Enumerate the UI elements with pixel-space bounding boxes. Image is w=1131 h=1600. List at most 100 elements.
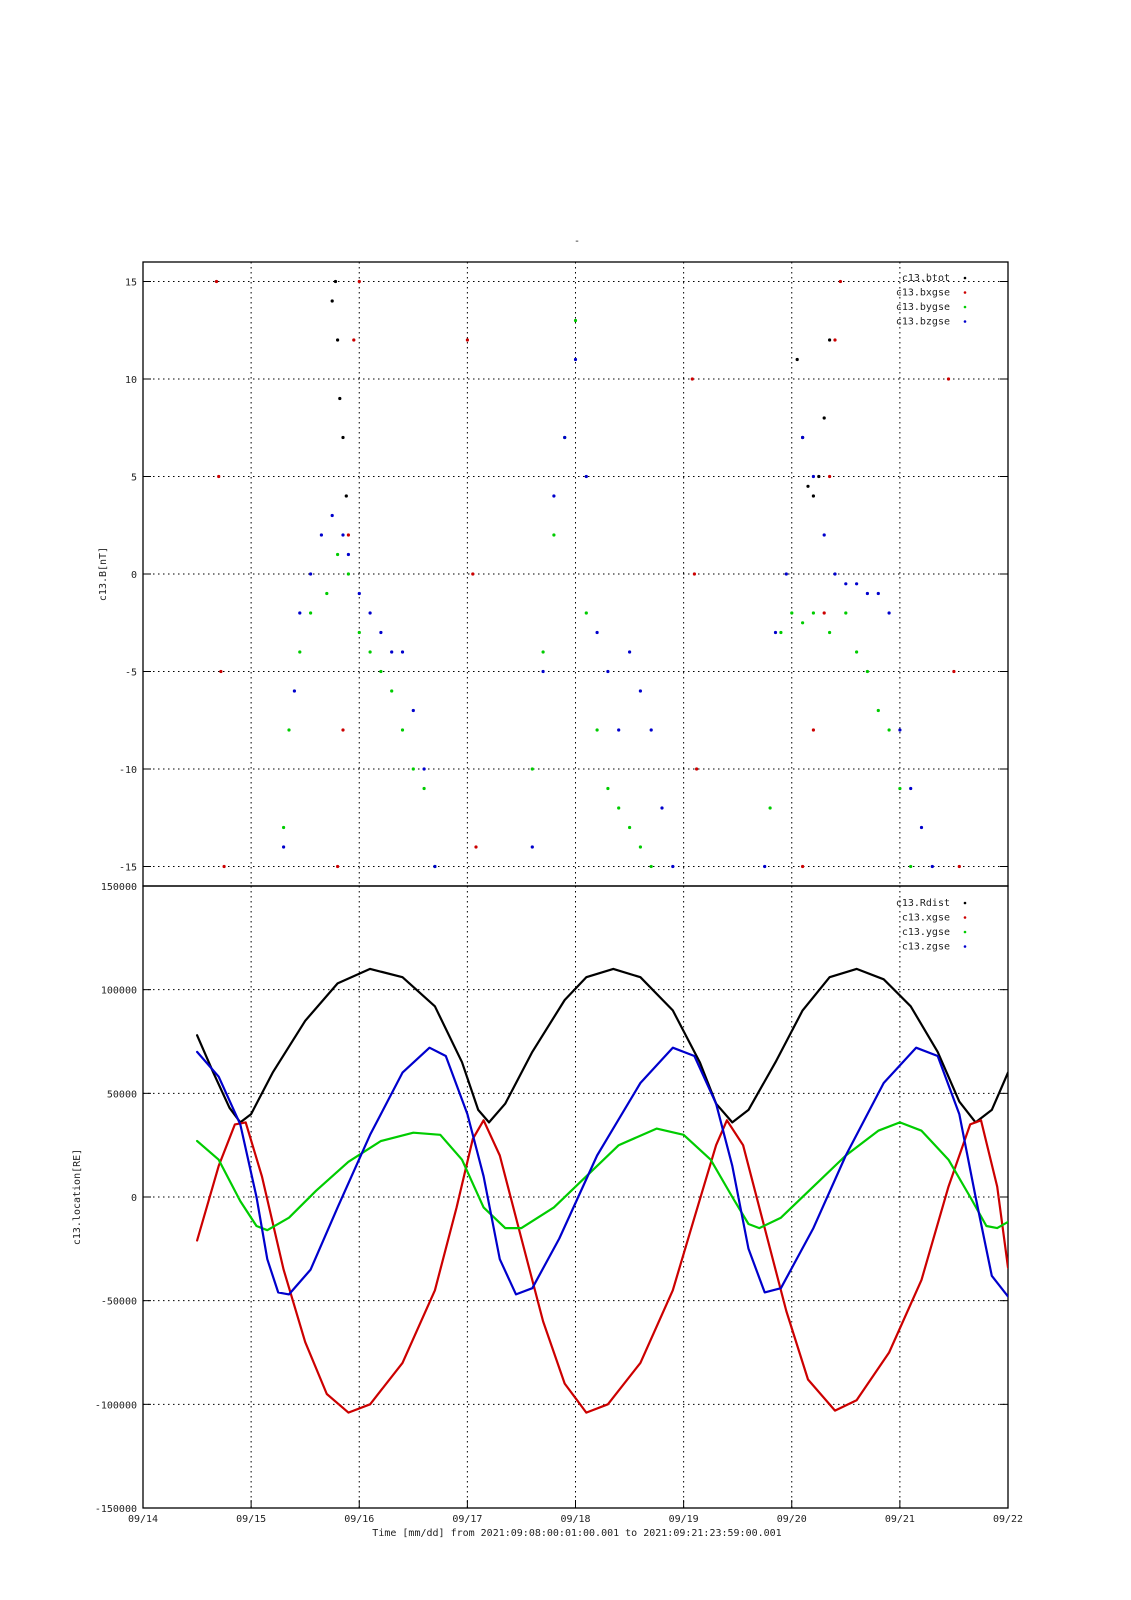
- data-point: [833, 572, 837, 576]
- data-point: [584, 611, 588, 615]
- data-point: [400, 728, 405, 732]
- y-axis-title: c13.B[nT]: [98, 547, 109, 601]
- data-point: [876, 591, 880, 596]
- data-point: [833, 338, 837, 342]
- data-point: [844, 582, 848, 586]
- data-point: [341, 728, 345, 732]
- data-point: [422, 767, 426, 771]
- series-points-c13-btot: [330, 279, 832, 498]
- x-tick-label: 09/22: [993, 1514, 1023, 1525]
- legend-marker: [963, 945, 967, 948]
- data-point: [357, 630, 361, 635]
- series-points-c13-bzgse: [282, 357, 934, 869]
- data-point: [811, 494, 816, 498]
- data-point: [909, 786, 913, 791]
- y-tick-label: 5: [131, 473, 137, 484]
- data-point: [855, 650, 859, 654]
- data-point: [222, 864, 226, 869]
- data-point: [573, 318, 578, 323]
- y-tick-label: 50000: [107, 1089, 137, 1100]
- data-point: [287, 728, 291, 732]
- data-point: [855, 582, 859, 586]
- data-point: [309, 611, 313, 615]
- data-point: [768, 806, 772, 810]
- data-point: [811, 728, 816, 732]
- legend-marker: [963, 291, 967, 294]
- legend-label: c13.ygse: [902, 927, 950, 938]
- legend-marker: [963, 276, 967, 280]
- legend-marker: [963, 916, 967, 919]
- data-point: [298, 650, 302, 654]
- data-point: [292, 689, 296, 693]
- data-point: [552, 494, 556, 498]
- legend-label: c13.bygse: [896, 302, 950, 313]
- y-tick-label: -50000: [101, 1297, 137, 1308]
- data-point: [817, 474, 821, 479]
- data-point: [930, 864, 934, 869]
- data-point: [795, 357, 799, 362]
- data-point: [333, 279, 338, 284]
- data-point: [617, 806, 621, 810]
- series-line-c13-ygse: [196, 1121, 1008, 1232]
- data-point: [898, 728, 902, 732]
- y-tick-label: 100000: [101, 986, 137, 997]
- data-point: [282, 825, 286, 830]
- x-axis-title: Time [mm/dd] from 2021:09:08:00:01:00.00…: [372, 1528, 781, 1539]
- data-point: [379, 669, 383, 674]
- data-point: [811, 611, 816, 615]
- legend-marker: [963, 930, 967, 934]
- data-point: [595, 630, 599, 635]
- x-tick-label: 09/14: [128, 1514, 158, 1525]
- y-tick-label: -10: [119, 765, 137, 776]
- data-point: [628, 650, 632, 654]
- y-tick-label: 0: [131, 1193, 137, 1204]
- x-tick-label: 09/20: [777, 1514, 807, 1525]
- data-point: [638, 845, 643, 849]
- data-point: [779, 630, 783, 635]
- data-point: [346, 552, 350, 557]
- data-point: [909, 864, 913, 869]
- data-point: [573, 357, 578, 362]
- data-point: [219, 669, 223, 674]
- data-point: [806, 484, 810, 488]
- data-point: [465, 338, 469, 342]
- data-point: [309, 572, 313, 576]
- data-point: [801, 435, 805, 440]
- data-point: [390, 689, 394, 693]
- data-point: [411, 708, 415, 713]
- data-point: [357, 591, 361, 596]
- data-point: [690, 377, 694, 381]
- magnetic-field-panel: -15 -10 -5 0 5 10 15 c13.B[nT] c13.btot c13.bxgse…: [98, 261, 1009, 887]
- x-tick-label: 09/21: [885, 1514, 915, 1525]
- data-point: [606, 669, 610, 674]
- x-tick-label: 09/19: [669, 1514, 699, 1525]
- data-point: [692, 572, 697, 576]
- data-point: [338, 396, 342, 401]
- data-point: [898, 786, 902, 791]
- data-point: [844, 611, 848, 615]
- series-points-c13-bxgse: [214, 279, 961, 869]
- y-tick-label: -100000: [95, 1400, 137, 1411]
- data-point: [838, 279, 843, 284]
- data-point: [828, 338, 832, 342]
- data-point: [763, 864, 767, 869]
- data-point: [952, 669, 956, 674]
- series-line-c13-xgse: [196, 1119, 1008, 1414]
- data-point: [346, 572, 350, 576]
- data-point: [400, 650, 405, 654]
- data-point: [876, 708, 880, 713]
- data-point: [822, 611, 826, 615]
- data-point: [584, 474, 588, 479]
- data-point: [368, 611, 372, 615]
- data-point: [649, 864, 653, 869]
- legend-label: c13.zgse: [902, 942, 950, 953]
- data-point: [541, 650, 545, 654]
- y-tick-label: 0: [131, 570, 137, 581]
- data-point: [822, 533, 826, 537]
- data-point: [390, 650, 394, 654]
- data-point: [530, 767, 534, 771]
- data-point: [595, 728, 599, 732]
- data-point: [214, 279, 219, 284]
- data-point: [217, 474, 221, 479]
- y-tick-label: -150000: [95, 1504, 137, 1515]
